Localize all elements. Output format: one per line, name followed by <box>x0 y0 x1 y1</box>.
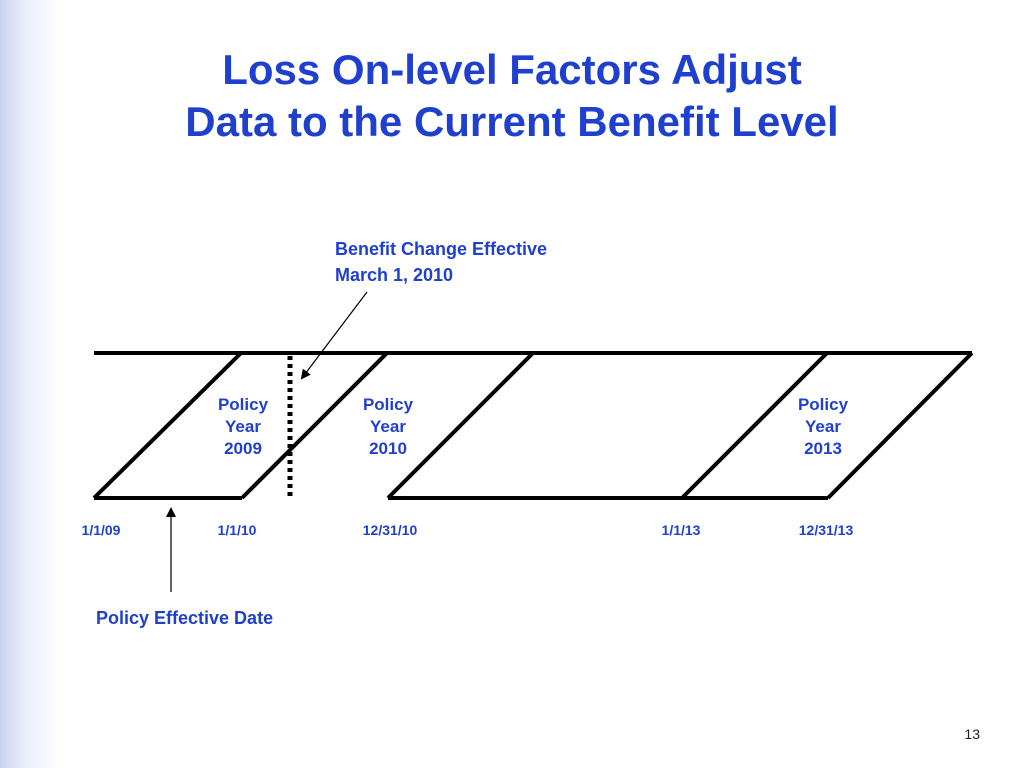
date-label-1-1-09: 1/1/09 <box>81 522 121 538</box>
policy-effective-date-label: Policy Effective Date <box>96 608 274 628</box>
date-label-12-31-10: 12/31/10 <box>362 522 418 538</box>
policy-year-2009-label: Policy Year 2009 <box>198 394 288 460</box>
title-line-1: Loss On-level Factors Adjust <box>222 46 802 93</box>
policy-year-2013-label: Policy Year 2013 <box>778 394 868 460</box>
title-line-2: Data to the Current Benefit Level <box>185 98 839 145</box>
benefit-change-line-2: March 1, 2010 <box>335 265 454 285</box>
policy-year-2013-line-3: 2013 <box>804 439 842 458</box>
policy-year-2010-line-2: Year <box>370 417 406 436</box>
benefit-change-annotation: Benefit Change Effective March 1, 2010 <box>335 236 547 288</box>
policy-year-2010-start-edge <box>240 351 389 500</box>
policy-year-2009-line-1: Policy <box>217 395 269 414</box>
date-label-12-31-13: 12/31/13 <box>798 522 854 538</box>
policy-year-2009-start-edge <box>92 351 243 500</box>
slide-title: Loss On-level Factors Adjust Data to the… <box>0 44 1024 148</box>
policy-year-2013-end-edge <box>826 351 974 500</box>
slide-edge-gradient <box>0 0 60 768</box>
policy-year-2013-line-1: Policy <box>797 395 849 414</box>
benefit-change-pointer-arrow <box>300 291 368 380</box>
date-label-1-1-13: 1/1/13 <box>661 522 701 538</box>
policy-year-2009-line-2: Year <box>225 417 261 436</box>
page-number: 13 <box>964 726 980 742</box>
date-label-1-1-10: 1/1/10 <box>217 522 257 538</box>
policy-year-2013-line-2: Year <box>805 417 841 436</box>
policy-year-2013-start-edge <box>680 351 829 500</box>
policy-year-2010-end-edge <box>386 351 535 500</box>
benefit-change-line-1: Benefit Change Effective <box>335 239 548 259</box>
policy-year-2010-line-1: Policy <box>362 395 414 414</box>
policy-year-2010-line-3: 2010 <box>369 439 407 458</box>
policy-year-2009-line-3: 2009 <box>224 439 262 458</box>
policy-year-2010-label: Policy Year 2010 <box>343 394 433 460</box>
